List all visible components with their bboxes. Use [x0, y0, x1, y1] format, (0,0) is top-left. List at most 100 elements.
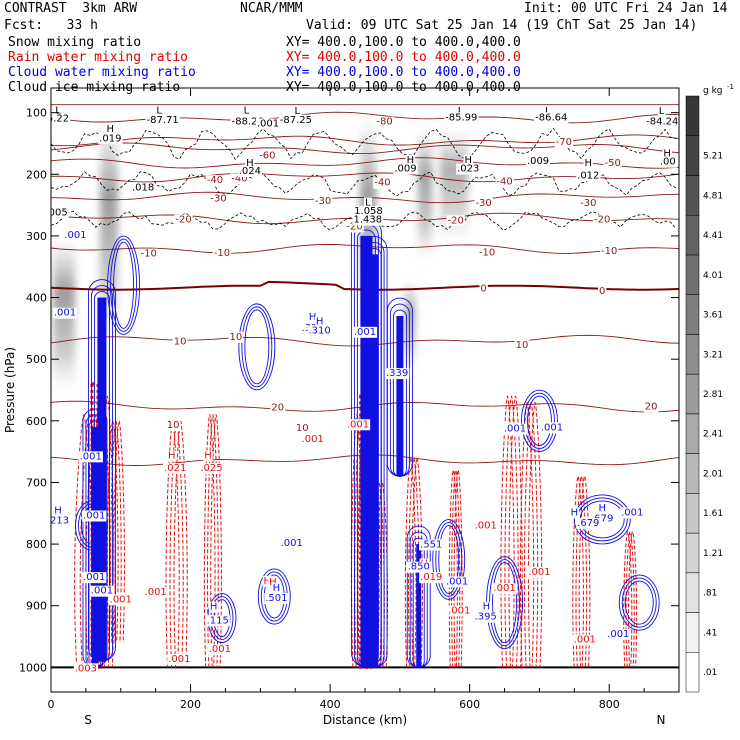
cloud-water-label-bg — [606, 628, 631, 640]
rain-label-bg — [166, 450, 177, 462]
snow-ice-label-bg — [456, 163, 481, 175]
colorbar-label: 5.21 — [703, 152, 723, 162]
isotherm-line — [51, 157, 679, 169]
cloud-water-label: .001 — [54, 308, 76, 319]
cloud-water-label: .115 — [207, 615, 229, 626]
snow-ice-label-bg — [658, 156, 677, 168]
snow-ice-label: H — [407, 155, 415, 166]
isotherm-label-bg — [209, 193, 228, 205]
x-tick-label: 400 — [320, 698, 341, 711]
cloud-water-label-bg — [82, 572, 107, 584]
valid-time: Valid: 09 UTC Sat 25 Jan 14 (19 ChT Sat … — [306, 18, 698, 33]
snow-ice-label-bg — [544, 106, 553, 118]
x-end-label-right: N — [657, 713, 666, 727]
snow-ice-label-bg — [525, 156, 551, 168]
cloud-water-contour — [110, 238, 138, 332]
rain-contour — [625, 531, 635, 668]
isotherm-label: -20 — [346, 221, 362, 232]
rain-label-bg — [419, 572, 444, 584]
colorbar-label: 2.41 — [703, 430, 723, 440]
isotherm-label-bg — [603, 157, 622, 169]
snow-ice-label: .012 — [577, 170, 599, 181]
colorbar-label: 3.21 — [703, 350, 723, 360]
cloud-water-core — [396, 316, 404, 477]
isotherm-label: -30 — [475, 198, 491, 209]
cloud-water-contour — [573, 494, 631, 545]
isotherm-label-bg — [205, 175, 225, 187]
snow-ice-label: 5.22 — [47, 114, 69, 125]
rain-contour — [623, 531, 633, 668]
rain-label: H — [168, 451, 176, 462]
y-tick-label: 1000 — [19, 661, 47, 674]
cloud-water-core — [360, 235, 373, 668]
cloud-water-contour — [526, 395, 552, 446]
snow-ice-label-bg — [230, 116, 265, 128]
cloud-water-label: .001 — [83, 510, 105, 521]
rain-contour — [113, 420, 125, 643]
snow-ice-label: L — [156, 106, 162, 117]
colorbar-label: 3.61 — [703, 311, 723, 321]
isotherm-label-bg — [495, 176, 514, 188]
forecast-hour: Fcst: 33 h — [4, 18, 98, 33]
isotherm-label: -30 — [315, 196, 331, 207]
cloud-water-label: H — [571, 507, 579, 518]
isotherm-label-bg — [228, 331, 244, 343]
isotherm-label-bg — [593, 214, 612, 226]
isotherm-label-bg — [600, 246, 619, 258]
snow-ice-label: L — [55, 106, 61, 117]
cloud-water-label: .001 — [354, 327, 376, 338]
cloud-water-label: H — [273, 583, 281, 594]
cloud-water-contour — [87, 279, 116, 662]
snow-ice-label: -88.20 — [232, 117, 264, 128]
rain-contour — [575, 475, 588, 668]
snow-ice-label-bg — [534, 112, 569, 124]
colorbar-label: .41 — [703, 628, 717, 638]
cloud-water-label: .395 — [475, 612, 497, 623]
cloud-water-label-bg — [264, 593, 289, 605]
snow-ice-label-bg — [364, 197, 373, 209]
isotherm-line — [51, 142, 679, 155]
rain-contour — [448, 469, 458, 668]
snow-ice-label-bg — [105, 124, 116, 136]
snow-ice-contour — [51, 170, 677, 197]
colorbar-label: .01 — [703, 668, 717, 678]
cloud-water-label-bg — [279, 538, 304, 550]
rain-contour — [572, 475, 584, 668]
snow-ice-label: .00 — [660, 157, 676, 168]
rain-core — [90, 382, 100, 669]
snow-ice-label: -87.71 — [147, 115, 179, 126]
x-tick-label: 600 — [459, 698, 480, 711]
rain-contour — [404, 457, 417, 668]
cloud-water-label: .213 — [47, 515, 69, 526]
snow-ice-label: -87.25 — [280, 115, 312, 126]
rain-label: H — [204, 451, 212, 462]
isotherm-label-bg — [172, 336, 188, 348]
snow-ice-label: L — [365, 197, 371, 208]
cloud-water-label: .001 — [541, 422, 563, 433]
cloud-water-contour — [238, 303, 276, 391]
cloud-water-label: .850 — [408, 562, 430, 573]
isotherm-label: -10 — [214, 248, 230, 259]
init-time: Init: 00 UTC Fri 24 Jan 14 — [524, 1, 728, 16]
x-end-label-left: S — [84, 713, 92, 727]
cloud-water-contour — [244, 309, 270, 385]
y-tick-label: 700 — [26, 476, 47, 489]
rain-label: .001 — [574, 634, 596, 645]
isotherm-label-bg — [258, 150, 277, 162]
cloud-water-label: .001 — [446, 576, 468, 587]
rain-label: .001 — [347, 419, 369, 430]
rain-contour — [110, 420, 122, 643]
cloud-water-label-bg — [406, 561, 431, 573]
isotherm-label: -40 — [374, 178, 390, 189]
isotherm-label-bg — [294, 422, 310, 434]
cloud-water-contour — [489, 559, 521, 647]
y-tick-label: 400 — [26, 292, 47, 305]
snow-ice-label: H — [465, 155, 473, 166]
isotherm-label: 20 — [645, 401, 658, 412]
colorbar-swatch — [685, 413, 700, 454]
rain-label: .001 — [448, 605, 470, 616]
snow-ice-label: H — [585, 158, 593, 169]
cloud-water-label: .001 — [83, 572, 105, 583]
rain-label-bg — [527, 567, 552, 579]
rain-contour — [519, 401, 535, 668]
